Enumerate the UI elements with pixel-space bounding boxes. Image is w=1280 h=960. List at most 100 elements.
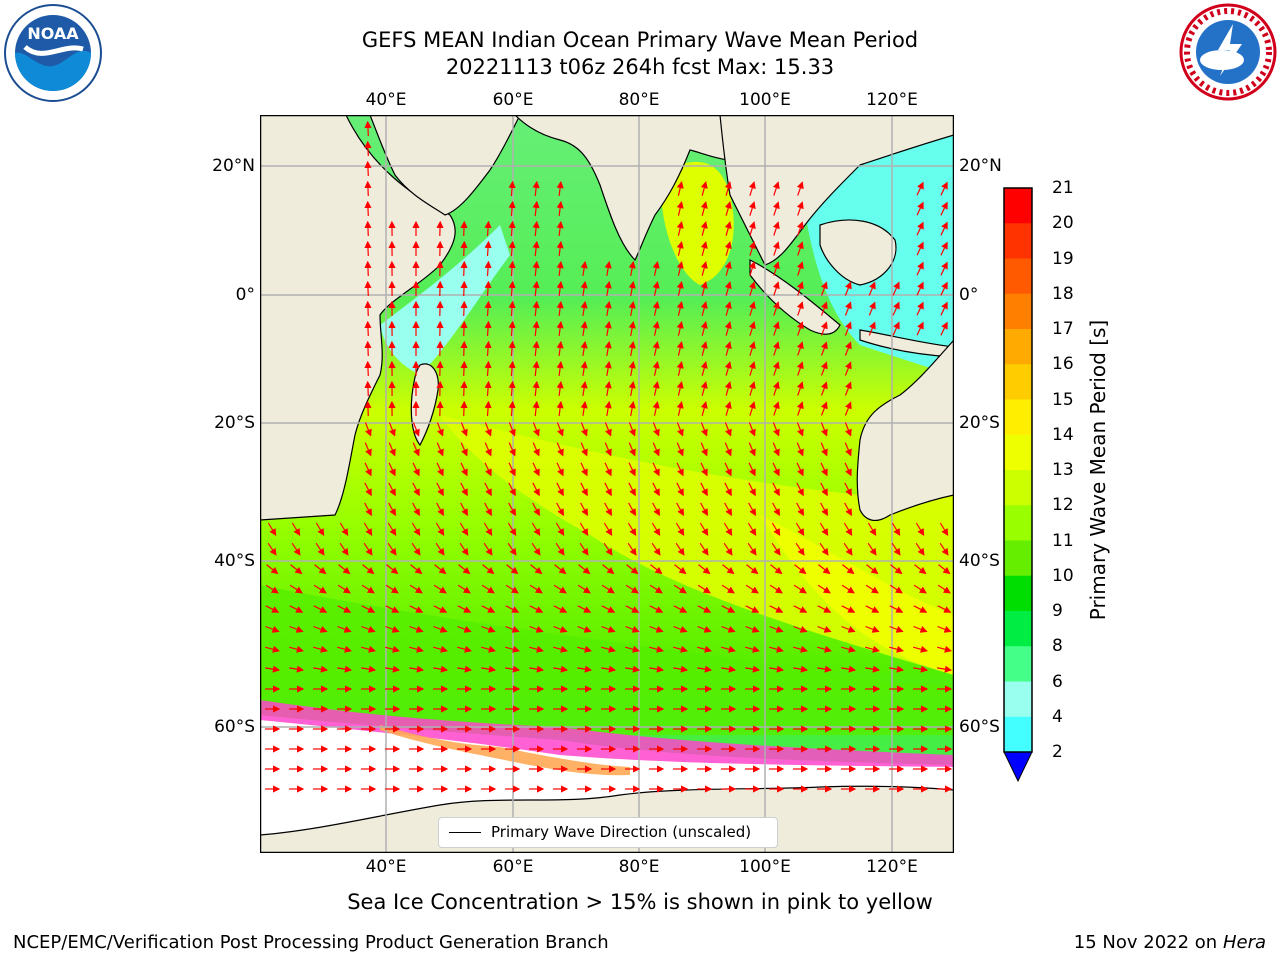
wave-arrow xyxy=(892,281,900,296)
wave-arrow xyxy=(865,645,880,653)
wave-arrow xyxy=(484,240,492,257)
wave-arrow xyxy=(483,542,493,556)
wave-arrow xyxy=(723,542,733,556)
wave-arrow xyxy=(746,564,759,575)
wave-arrow xyxy=(556,180,564,196)
wave-arrow xyxy=(745,665,761,673)
wave-arrow xyxy=(313,645,328,653)
wave-arrow xyxy=(865,605,880,613)
wave-arrow xyxy=(388,422,396,437)
wave-arrow xyxy=(532,240,540,257)
wave-arrow xyxy=(388,502,396,517)
colorbar-label: Primary Wave Mean Period [s] xyxy=(1086,319,1110,621)
lon-tick-bottom: 100°E xyxy=(739,857,791,877)
wave-arrow xyxy=(529,625,544,633)
wave-arrow xyxy=(676,281,684,296)
wave-arrow xyxy=(820,442,828,457)
wave-arrow xyxy=(532,462,540,477)
wave-arrow xyxy=(556,260,564,276)
wave-arrow xyxy=(553,665,569,673)
wave-arrow xyxy=(433,665,449,673)
wave-arrow xyxy=(580,340,588,356)
wave-arrow xyxy=(817,665,833,673)
wave-arrow xyxy=(700,221,708,236)
wave-arrow xyxy=(601,665,617,673)
wave-arrow xyxy=(388,462,396,477)
wave-arrow xyxy=(556,320,564,336)
wave-arrow xyxy=(460,400,468,417)
wave-arrow xyxy=(722,564,735,575)
wave-arrow xyxy=(554,564,567,575)
wave-arrow xyxy=(626,564,639,575)
wave-arrow xyxy=(265,665,281,673)
wave-arrow xyxy=(364,120,372,137)
colorbar-tick: 20 xyxy=(1052,213,1074,234)
wave-arrow xyxy=(482,564,495,575)
wave-arrow xyxy=(532,280,540,297)
wave-arrow xyxy=(913,605,928,613)
forecast-subtitle: 20221113 t06z 264h fcst Max: 15.33 xyxy=(445,55,835,79)
wave-arrow xyxy=(553,625,568,633)
wave-arrow xyxy=(676,201,684,216)
wave-arrow xyxy=(915,542,925,556)
wave-arrow xyxy=(772,341,780,356)
wave-arrow xyxy=(508,200,516,217)
wave-arrow xyxy=(435,522,445,537)
wave-arrow xyxy=(724,381,732,396)
wave-arrow xyxy=(819,542,829,556)
wave-arrow xyxy=(820,381,828,396)
wave-arrow xyxy=(532,360,540,377)
wave-arrow xyxy=(676,221,684,236)
wave-arrow xyxy=(289,645,304,653)
wave-arrow xyxy=(337,665,353,673)
wave-arrow xyxy=(676,462,684,477)
wave-arrow xyxy=(580,400,588,416)
wave-arrow xyxy=(652,502,660,517)
wave-arrow xyxy=(844,482,852,497)
wave-arrow xyxy=(796,442,804,457)
colorbar-tick: 6 xyxy=(1052,671,1063,692)
wave-arrow xyxy=(508,240,516,257)
wave-arrow xyxy=(628,462,636,477)
wave-arrow xyxy=(652,301,660,316)
wave-arrow xyxy=(676,261,684,276)
wave-arrow xyxy=(817,625,832,633)
wave-arrow xyxy=(385,625,400,633)
wave-arrow xyxy=(532,442,540,457)
wave-arrow xyxy=(457,605,472,613)
colorbar-segment xyxy=(1004,716,1032,753)
wave-arrow xyxy=(867,542,877,556)
wave-arrow xyxy=(580,482,588,497)
wave-arrow xyxy=(844,341,852,356)
india-land xyxy=(514,115,781,262)
wave-arrow xyxy=(700,502,708,517)
wave-direction-arrows xyxy=(265,120,953,793)
wave-arrow xyxy=(769,665,785,673)
wave-arrow xyxy=(795,522,805,537)
wave-arrow xyxy=(532,220,540,237)
wave-arrow xyxy=(484,340,492,357)
wave-arrow xyxy=(772,221,780,236)
wave-arrow xyxy=(676,361,684,376)
wave-arrow xyxy=(724,181,732,196)
wave-arrow xyxy=(604,422,612,437)
wave-arrow xyxy=(625,645,640,653)
wave-arrow xyxy=(556,400,564,416)
wave-arrow xyxy=(796,261,804,276)
wave-arrow xyxy=(556,380,564,396)
wave-arrow xyxy=(577,665,593,673)
wave-arrow xyxy=(772,502,780,517)
wave-arrow xyxy=(361,645,376,653)
wave-arrow xyxy=(627,522,637,537)
lat-tick-right: 0° xyxy=(959,285,979,305)
machine-name: Hera xyxy=(1222,932,1266,953)
lat-tick-right: 20°S xyxy=(959,413,1000,433)
wave-arrow xyxy=(652,321,660,336)
wave-arrow xyxy=(700,422,708,437)
wave-arrow xyxy=(604,320,612,337)
wave-arrow xyxy=(916,221,924,236)
wave-arrow xyxy=(724,321,732,336)
wave-arrow xyxy=(844,422,852,437)
wave-arrow xyxy=(507,522,517,537)
wave-arrow xyxy=(556,502,564,517)
